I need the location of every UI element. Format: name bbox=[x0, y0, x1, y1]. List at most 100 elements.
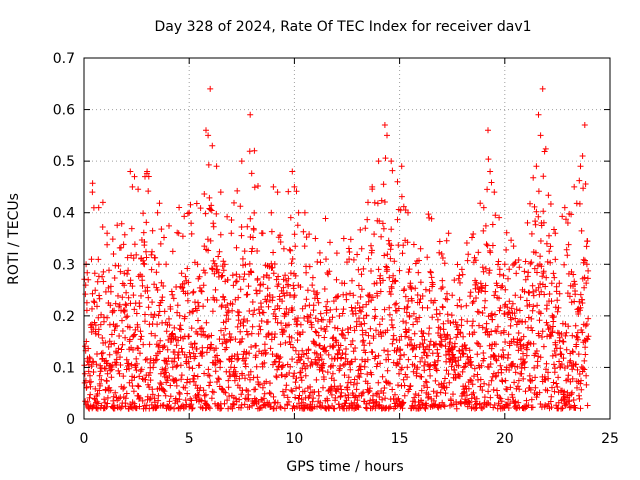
data-point bbox=[255, 330, 262, 337]
data-point bbox=[274, 399, 281, 406]
data-point bbox=[487, 394, 494, 401]
data-point bbox=[121, 384, 128, 391]
data-point bbox=[208, 332, 215, 339]
data-point bbox=[535, 284, 542, 291]
data-point bbox=[137, 394, 143, 401]
data-point bbox=[476, 400, 483, 407]
data-point bbox=[164, 361, 171, 367]
data-point bbox=[170, 295, 177, 302]
data-point bbox=[378, 197, 385, 204]
data-point bbox=[483, 241, 490, 248]
data-point bbox=[472, 257, 479, 264]
data-point bbox=[171, 358, 178, 365]
data-point bbox=[510, 243, 517, 250]
data-point bbox=[104, 314, 111, 321]
data-point bbox=[548, 280, 555, 287]
data-point bbox=[310, 395, 317, 402]
data-point bbox=[140, 341, 147, 348]
data-point bbox=[175, 355, 182, 361]
data-point bbox=[90, 358, 97, 365]
data-point bbox=[569, 375, 576, 382]
data-point bbox=[325, 271, 332, 278]
data-point bbox=[303, 269, 310, 276]
data-point bbox=[201, 243, 208, 250]
data-point bbox=[537, 253, 544, 260]
data-point bbox=[248, 344, 255, 350]
data-point bbox=[312, 328, 319, 335]
data-point bbox=[222, 389, 229, 396]
data-point bbox=[464, 318, 471, 325]
data-point bbox=[404, 304, 410, 311]
data-point bbox=[272, 331, 278, 337]
data-point-peak bbox=[388, 158, 395, 165]
data-point bbox=[448, 363, 455, 370]
data-point bbox=[173, 342, 180, 349]
data-point bbox=[496, 266, 503, 273]
data-point bbox=[178, 345, 185, 352]
data-point bbox=[415, 269, 422, 276]
data-point bbox=[387, 291, 394, 298]
data-point bbox=[517, 294, 524, 301]
data-point bbox=[439, 284, 446, 291]
data-point bbox=[352, 345, 359, 351]
data-point bbox=[469, 322, 476, 329]
data-point bbox=[201, 392, 208, 399]
data-point bbox=[176, 389, 183, 396]
data-point bbox=[336, 313, 343, 319]
data-point bbox=[229, 307, 236, 314]
data-point bbox=[267, 345, 274, 352]
data-point-peak bbox=[295, 209, 302, 216]
data-point bbox=[570, 397, 577, 403]
data-point bbox=[348, 304, 355, 311]
data-point bbox=[512, 369, 519, 376]
data-point-peak bbox=[564, 220, 571, 226]
data-point-peak bbox=[205, 132, 212, 139]
data-point bbox=[219, 340, 226, 347]
data-point bbox=[126, 336, 133, 343]
data-point bbox=[531, 203, 538, 210]
data-point bbox=[143, 254, 150, 261]
data-point bbox=[97, 362, 104, 369]
data-point bbox=[196, 362, 203, 369]
data-point bbox=[86, 394, 93, 401]
data-point bbox=[111, 327, 118, 334]
data-point bbox=[405, 327, 412, 333]
data-point bbox=[281, 392, 288, 399]
data-point bbox=[196, 273, 203, 280]
data-point bbox=[317, 342, 323, 349]
data-point bbox=[249, 323, 256, 330]
data-point bbox=[118, 346, 125, 353]
data-point bbox=[321, 334, 328, 341]
data-point bbox=[207, 206, 214, 213]
data-point bbox=[422, 286, 429, 293]
data-point bbox=[423, 379, 430, 386]
data-point bbox=[247, 376, 253, 383]
data-point bbox=[155, 392, 162, 399]
data-point bbox=[352, 393, 359, 400]
data-point bbox=[238, 224, 245, 230]
data-point bbox=[111, 402, 117, 409]
data-point bbox=[496, 307, 503, 314]
data-point bbox=[535, 213, 542, 220]
data-point bbox=[527, 260, 534, 267]
data-point bbox=[184, 390, 191, 397]
data-point bbox=[157, 337, 164, 344]
data-point-peak bbox=[144, 168, 151, 175]
data-point bbox=[575, 308, 581, 315]
data-point bbox=[297, 284, 304, 290]
data-point bbox=[243, 355, 249, 362]
data-point bbox=[379, 396, 386, 403]
data-point bbox=[263, 298, 270, 305]
data-point bbox=[473, 295, 479, 301]
data-point bbox=[254, 374, 261, 381]
data-point bbox=[476, 322, 482, 329]
data-point bbox=[236, 396, 243, 403]
data-point bbox=[468, 377, 475, 384]
data-point bbox=[333, 306, 340, 313]
data-point bbox=[505, 396, 512, 403]
data-point bbox=[194, 373, 201, 380]
data-point bbox=[304, 313, 311, 320]
data-point bbox=[220, 332, 227, 338]
data-point bbox=[558, 331, 565, 337]
data-point bbox=[289, 388, 296, 395]
